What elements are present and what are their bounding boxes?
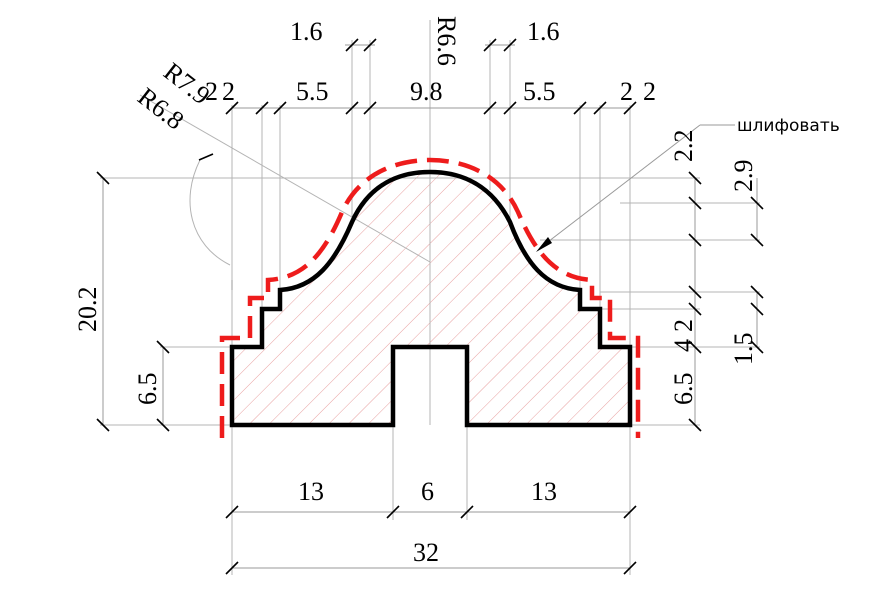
dim-top-left-1-6: 1.6 [290,17,323,46]
leader-arrow [536,237,552,252]
dim-left-2b: 2 [222,77,235,106]
dim-right-5-5: 5.5 [523,77,556,106]
dim-right-1-5: 1.5 [729,333,758,366]
dim-right-6-5: 6.5 [669,373,698,406]
guide-lines [100,20,760,575]
dim-right-2-step: 2 [669,319,698,332]
profile-hatch-fill [232,172,630,425]
dim-right-2: 2 [620,77,633,106]
dim-right-2-2: 2.2 [669,130,698,163]
dim-right-4: 4 [669,339,698,352]
dim-bottom-6: 6 [421,477,434,506]
dim-left-20-2: 20.2 [73,287,102,333]
dim-bottom-32: 32 [413,538,439,567]
dim-center-9-8: 9.8 [410,77,443,106]
dim-bottom-13-left: 13 [298,477,324,506]
dim-right-2-9: 2.9 [729,160,758,193]
dimension-lines [102,44,758,569]
annotation-grind: шлифовать [737,116,840,136]
profile-outline [229,169,633,428]
dim-left-6-5: 6.5 [133,373,162,406]
dim-top-right-1-6: 1.6 [527,17,560,46]
dim-left-2: 2 [205,77,218,106]
dim-radius-center: R6.6 [432,16,461,66]
grind-line [219,157,641,438]
dim-right-2b: 2 [643,77,656,106]
dimension-ticks [96,38,764,575]
dim-left-5-5: 5.5 [296,77,329,106]
dim-bottom-13-right: 13 [531,477,557,506]
